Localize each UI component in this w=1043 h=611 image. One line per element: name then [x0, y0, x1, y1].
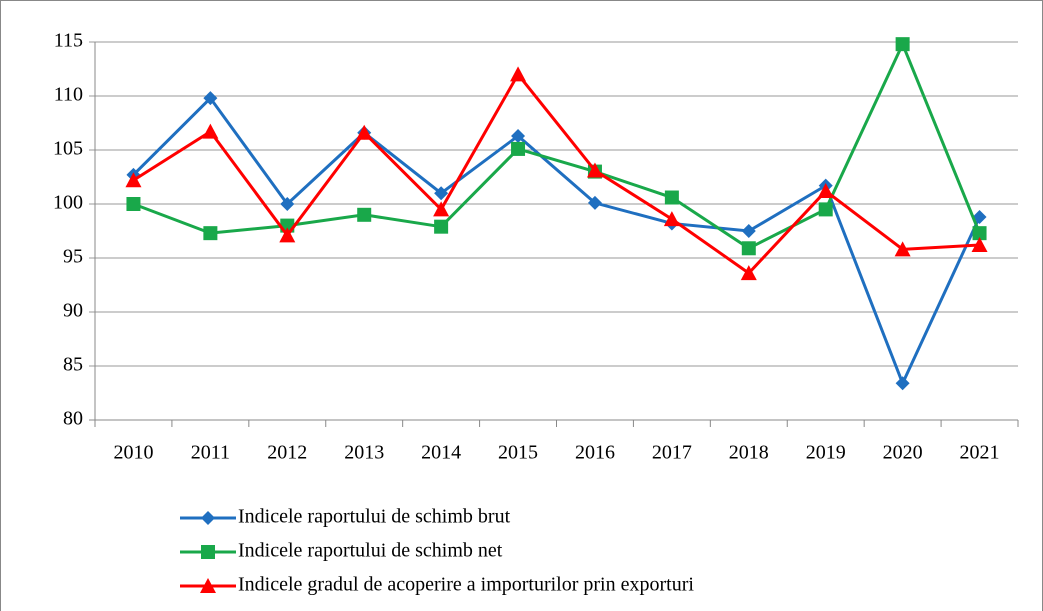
- y-tick-label: 115: [54, 30, 83, 52]
- diamond-marker: [280, 197, 295, 211]
- x-tick-label: 2021: [960, 442, 1000, 464]
- x-tick-label: 2016: [575, 442, 615, 464]
- triangle-marker: [894, 241, 911, 257]
- triangle-marker: [510, 66, 527, 82]
- x-tick-label: 2020: [883, 442, 923, 464]
- square-marker: [511, 141, 526, 156]
- x-tick-label: 2010: [113, 442, 153, 464]
- triangle-marker: [125, 172, 142, 188]
- triangle-marker: [663, 211, 680, 227]
- square-marker: [972, 226, 987, 241]
- series-line: [132, 71, 980, 276]
- x-tick-label: 2013: [344, 442, 384, 464]
- diamond-marker: [895, 376, 910, 391]
- x-tick-label: 2019: [806, 442, 846, 464]
- square-marker: [664, 190, 679, 205]
- square-marker: [741, 241, 756, 256]
- triangle-marker: [279, 227, 296, 243]
- x-tick-label: 2015: [498, 442, 538, 464]
- y-tick-label: 95: [63, 246, 83, 268]
- triangle-marker: [433, 201, 450, 217]
- square-marker: [434, 219, 449, 234]
- diamond-marker: [741, 224, 756, 238]
- legend-marker: [201, 511, 215, 525]
- series-line: [132, 40, 981, 251]
- triangle-marker: [202, 123, 219, 139]
- diamond-marker: [511, 128, 526, 143]
- triangle-marker: [817, 183, 834, 199]
- x-tick-label: 2012: [267, 442, 307, 464]
- y-tick-label: 90: [63, 300, 83, 322]
- x-tick-label: 2011: [191, 442, 230, 464]
- triangle-marker: [586, 162, 603, 178]
- diamond-marker: [587, 195, 602, 210]
- x-tick-label: 2014: [421, 442, 461, 464]
- series-line: [132, 95, 981, 388]
- diamond-marker: [434, 186, 449, 201]
- triangle-marker: [971, 237, 988, 253]
- legend-label: Indicele raportului de schimb net: [238, 540, 503, 562]
- x-tick-label: 2017: [652, 442, 692, 464]
- square-marker: [126, 197, 141, 211]
- square-marker: [357, 207, 372, 222]
- triangle-marker: [740, 265, 757, 281]
- legend-marker: [201, 545, 215, 559]
- triangle-marker: [356, 124, 373, 140]
- square-marker: [895, 37, 910, 52]
- x-tick-label: 2018: [729, 442, 769, 464]
- y-tick-label: 100: [53, 192, 83, 214]
- legend-label: Indicele gradul de acoperire a importuri…: [238, 574, 694, 596]
- y-tick-label: 80: [63, 408, 83, 430]
- diamond-marker: [203, 91, 218, 106]
- square-marker: [203, 226, 218, 241]
- legend-label: Indicele raportului de schimb brut: [238, 506, 511, 528]
- y-tick-label: 110: [54, 84, 83, 106]
- square-marker: [818, 202, 833, 217]
- y-tick-label: 105: [53, 138, 83, 160]
- legend-marker: [200, 578, 216, 593]
- y-tick-label: 85: [63, 354, 83, 376]
- diamond-marker: [972, 209, 987, 224]
